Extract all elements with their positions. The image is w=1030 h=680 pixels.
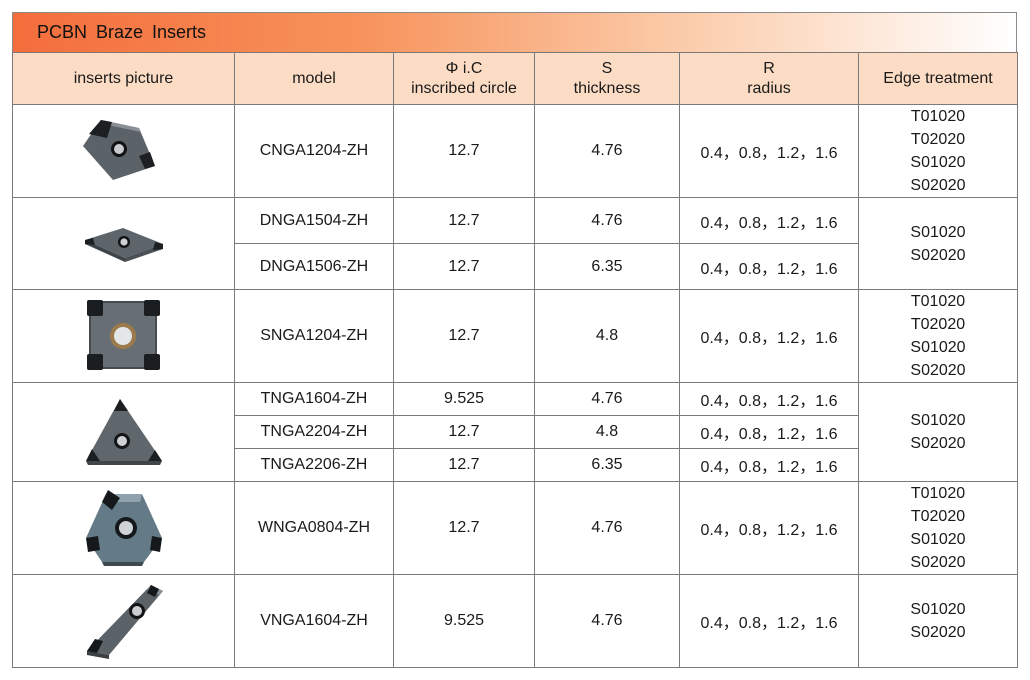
radius-cell: 0.4，0.8，1.2，1.6 [679, 481, 859, 575]
radius-cell: 0.4，0.8，1.2，1.6 [679, 289, 859, 383]
edge-treatment-cell: T01020 T02020 S01020 S02020 [858, 289, 1018, 383]
model-cell: WNGA0804-ZH [234, 481, 394, 575]
thickness-cell: 4.76 [534, 574, 680, 668]
inscribed-circle-cell: 12.7 [393, 481, 535, 575]
radius-cell: 0.4，0.8，1.2，1.6 [679, 104, 859, 198]
table-row: VNGA1604-ZH 9.525 4.76 0.4，0.8，1.2，1.6 S0102… [12, 574, 1018, 668]
edge-treatment-code: S02020 [910, 554, 966, 571]
header-row: inserts picture model Φ i.C inscribed cir… [12, 52, 1018, 105]
edge-treatment-code: S01020 [910, 339, 966, 356]
thickness-cell: 6.35 [534, 448, 680, 482]
edge-treatment-cell: S01020 S02020 [858, 574, 1018, 668]
table-row: DNGA1504-ZH 12.7 4.76 0.4，0.8，1.2，1.6 S01020… [12, 197, 1018, 290]
header-model: model [234, 52, 394, 105]
snga-insert-picture [12, 289, 235, 383]
radius-cell: 0.4，0.8，1.2，1.6 [679, 243, 859, 290]
tnga-insert-picture [12, 382, 235, 482]
radius-cell: 0.4，0.8，1.2，1.6 [679, 415, 859, 449]
edge-treatment-code: S02020 [910, 246, 966, 264]
edge-treatment-cell: S01020 S02020 [858, 197, 1018, 290]
wnga-insert-picture [12, 481, 235, 575]
header-picture: inserts picture [12, 52, 235, 105]
inscribed-circle-cell: 12.7 [393, 104, 535, 198]
edge-treatment-code: S02020 [910, 362, 966, 379]
header-inscribed-circle: Φ i.C inscribed circle [393, 52, 535, 105]
edge-treatment-cell: T01020 T02020 S01020 S02020 [858, 104, 1018, 198]
table-row: SNGA1204-ZH 12.7 4.8 0.4，0.8，1.2，1.6 T01020 T… [12, 289, 1018, 383]
radius-cell: 0.4，0.8，1.2，1.6 [679, 197, 859, 244]
model-cell: TNGA2204-ZH [234, 415, 394, 449]
inserts-sheet: PCBN Braze Inserts inserts picture model… [12, 12, 1018, 668]
model-cell: CNGA1204-ZH [234, 104, 394, 198]
inscribed-circle-cell: 9.525 [393, 382, 535, 416]
thickness-cell: 4.76 [534, 104, 680, 198]
table-row: DNGA1506-ZH 12.7 6.35 0.4，0.8，1.2，1.6 [13, 243, 1018, 290]
model-cell: SNGA1204-ZH [234, 289, 394, 383]
inserts-table: inserts picture model Φ i.C inscribed cir… [12, 52, 1018, 668]
edge-treatment-code: S01020 [910, 154, 966, 171]
thickness-cell: 4.76 [534, 382, 680, 416]
edge-treatment-cell: T01020 T02020 S01020 S02020 [858, 481, 1018, 575]
thickness-cell: 4.76 [534, 197, 680, 244]
model-cell: TNGA1604-ZH [234, 382, 394, 416]
table-row: CNGA1204-ZH 12.7 4.76 0.4，0.8，1.2，1.6 T01020… [12, 104, 1018, 198]
thickness-cell: 4.8 [534, 415, 680, 449]
edge-treatment-code: S01020 [910, 223, 966, 241]
edge-treatment-code: T02020 [910, 316, 966, 333]
model-cell: DNGA1506-ZH [234, 243, 394, 290]
inscribed-circle-cell: 12.7 [393, 243, 535, 290]
edge-treatment-code: T01020 [910, 108, 966, 125]
model-cell: VNGA1604-ZH [234, 574, 394, 668]
table-row: TNGA2206-ZH 12.7 6.35 0.4，0.8，1.2，1.6 [13, 448, 1018, 482]
thickness-cell: 4.76 [534, 481, 680, 575]
radius-cell: 0.4，0.8，1.2，1.6 [679, 448, 859, 482]
table-row: TNGA2204-ZH 12.7 4.8 0.4，0.8，1.2，1.6 [13, 415, 1018, 449]
thickness-cell: 4.8 [534, 289, 680, 383]
inscribed-circle-cell: 12.7 [393, 415, 535, 449]
edge-treatment-code: T02020 [910, 131, 966, 148]
edge-treatment-code: S01020 [910, 531, 966, 548]
vnga-insert-picture [12, 574, 235, 668]
edge-treatment-code: S01020 [910, 412, 966, 429]
thickness-cell: 6.35 [534, 243, 680, 290]
edge-treatment-code: T02020 [910, 508, 966, 525]
edge-treatment-code: T01020 [910, 485, 966, 502]
model-cell: TNGA2206-ZH [234, 448, 394, 482]
inscribed-circle-cell: 12.7 [393, 448, 535, 482]
edge-treatment-code: S02020 [910, 435, 966, 452]
edge-treatment-cell: S01020 S02020 [858, 382, 1018, 482]
edge-treatment-code: S01020 [910, 601, 966, 618]
model-cell: DNGA1504-ZH [234, 197, 394, 244]
radius-cell: 0.4，0.8，1.2，1.6 [679, 382, 859, 416]
page-title: PCBN Braze Inserts [12, 12, 1017, 52]
radius-cell: 0.4，0.8，1.2，1.6 [679, 574, 859, 668]
inscribed-circle-cell: 12.7 [393, 197, 535, 244]
table-row: WNGA0804-ZH 12.7 4.76 0.4，0.8，1.2，1.6 T01020… [12, 481, 1018, 575]
dnga-insert-picture [12, 197, 235, 290]
inscribed-circle-cell: 9.525 [393, 574, 535, 668]
header-edge-treatment: Edge treatment [858, 52, 1018, 105]
edge-treatment-code: S02020 [910, 177, 966, 194]
edge-treatment-code: S02020 [910, 624, 966, 641]
table-row: TNGA1604-ZH 9.525 4.76 0.4，0.8，1.2，1.6 S0102… [12, 382, 1018, 482]
inscribed-circle-cell: 12.7 [393, 289, 535, 383]
edge-treatment-code: T01020 [910, 293, 966, 310]
cnga-insert-picture [12, 104, 235, 198]
